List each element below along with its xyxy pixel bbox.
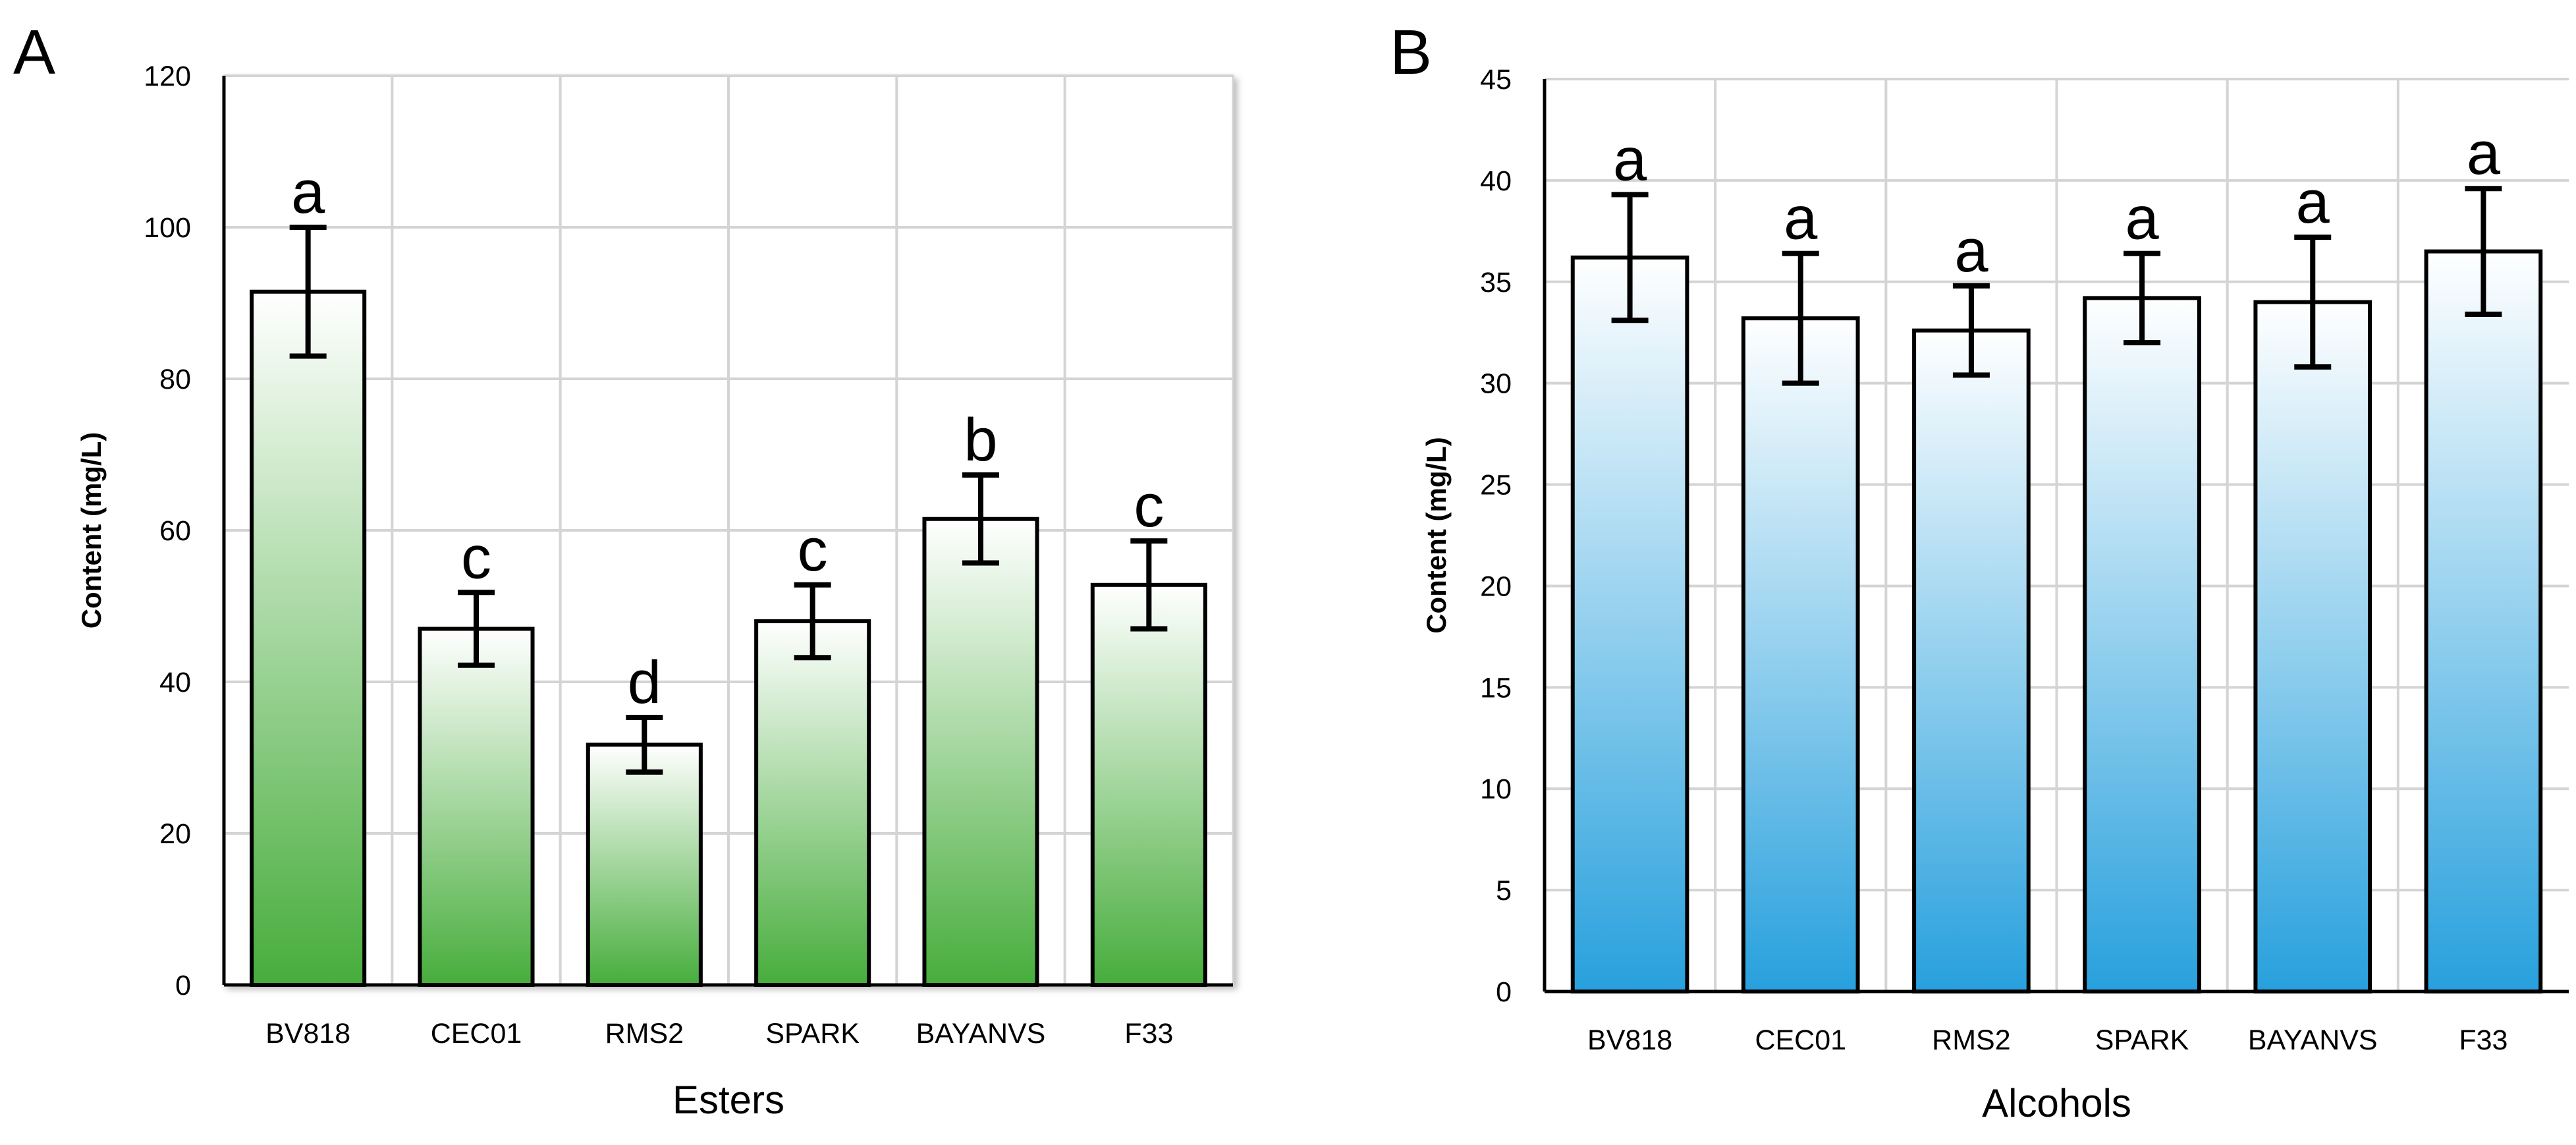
x-tick-label: RMS2 bbox=[1932, 1024, 2010, 1056]
x-tick-label: F33 bbox=[1124, 1018, 1173, 1049]
bar bbox=[922, 517, 1039, 987]
y-axis-title: Content (mg/L) bbox=[1421, 437, 1452, 634]
bar bbox=[1741, 316, 1860, 993]
x-tick-label: SPARK bbox=[765, 1018, 860, 1049]
bar bbox=[2424, 249, 2543, 994]
significance-letter: a bbox=[2125, 185, 2159, 252]
x-tick-label: BV818 bbox=[265, 1018, 350, 1049]
y-tick-label: 0 bbox=[175, 970, 191, 1001]
y-tick-label: 5 bbox=[1496, 875, 1512, 907]
x-axis-title: Alcohols bbox=[1982, 1081, 2131, 1125]
y-tick-label: 30 bbox=[1480, 368, 1512, 400]
bar bbox=[250, 289, 367, 987]
significance-letter: a bbox=[1954, 217, 1988, 285]
bar bbox=[2083, 296, 2201, 993]
y-tick-label: 0 bbox=[1496, 976, 1512, 1008]
y-tick-label: 20 bbox=[159, 818, 191, 850]
x-tick-label: F33 bbox=[2459, 1024, 2507, 1056]
x-tick-label: CEC01 bbox=[1755, 1024, 1846, 1056]
x-tick-label: BV818 bbox=[1587, 1024, 1672, 1056]
bar bbox=[418, 627, 535, 987]
y-tick-label: 120 bbox=[144, 61, 191, 92]
significance-letter: a bbox=[1784, 185, 1818, 252]
panel-label: A bbox=[13, 17, 55, 88]
bar bbox=[2253, 300, 2372, 993]
y-tick-label: 10 bbox=[1480, 773, 1512, 805]
significance-letter: b bbox=[964, 406, 997, 474]
significance-letter: a bbox=[2296, 169, 2330, 236]
y-tick-label: 80 bbox=[159, 364, 191, 395]
bar bbox=[1912, 328, 2031, 993]
bar bbox=[754, 619, 871, 987]
chart-panel-esters: 0 20 40 60 80 100 120 a BV818 c CEC01 d RMS2 c SPARK b B… bbox=[13, 17, 1234, 1122]
y-tick-label: 45 bbox=[1480, 64, 1512, 96]
x-axis-title: Esters bbox=[672, 1078, 784, 1122]
significance-letter: c bbox=[1134, 472, 1164, 540]
significance-letter: a bbox=[1613, 126, 1647, 193]
bar bbox=[586, 742, 703, 987]
y-axis-title: Content (mg/L) bbox=[76, 432, 107, 629]
y-tick-label: 40 bbox=[1480, 165, 1512, 197]
significance-letter: c bbox=[461, 524, 491, 591]
x-tick-label: CEC01 bbox=[431, 1018, 522, 1049]
significance-letter: a bbox=[291, 159, 325, 226]
y-tick-label: 100 bbox=[144, 212, 191, 244]
panel-label: B bbox=[1390, 17, 1432, 88]
bar bbox=[1090, 582, 1207, 987]
y-tick-label: 60 bbox=[159, 515, 191, 547]
significance-letter: d bbox=[628, 649, 661, 716]
y-tick-label: 35 bbox=[1480, 267, 1512, 298]
x-tick-label: RMS2 bbox=[605, 1018, 684, 1049]
y-tick-label: 40 bbox=[159, 667, 191, 698]
chart-panel-alcohols: 0 5 10 15 20 25 30 35 40 45 a BV818 a CEC01 a RMS2 a SPAR… bbox=[1390, 17, 2569, 1125]
significance-letter: c bbox=[798, 517, 828, 584]
y-tick-label: 25 bbox=[1480, 470, 1512, 501]
x-tick-label: BAYANVS bbox=[2248, 1024, 2378, 1056]
x-tick-label: BAYANVS bbox=[916, 1018, 1046, 1049]
y-tick-label: 15 bbox=[1480, 672, 1512, 704]
significance-letter: a bbox=[2467, 120, 2501, 187]
x-tick-label: SPARK bbox=[2095, 1024, 2189, 1056]
bar bbox=[1570, 255, 1689, 993]
y-tick-label: 20 bbox=[1480, 571, 1512, 602]
